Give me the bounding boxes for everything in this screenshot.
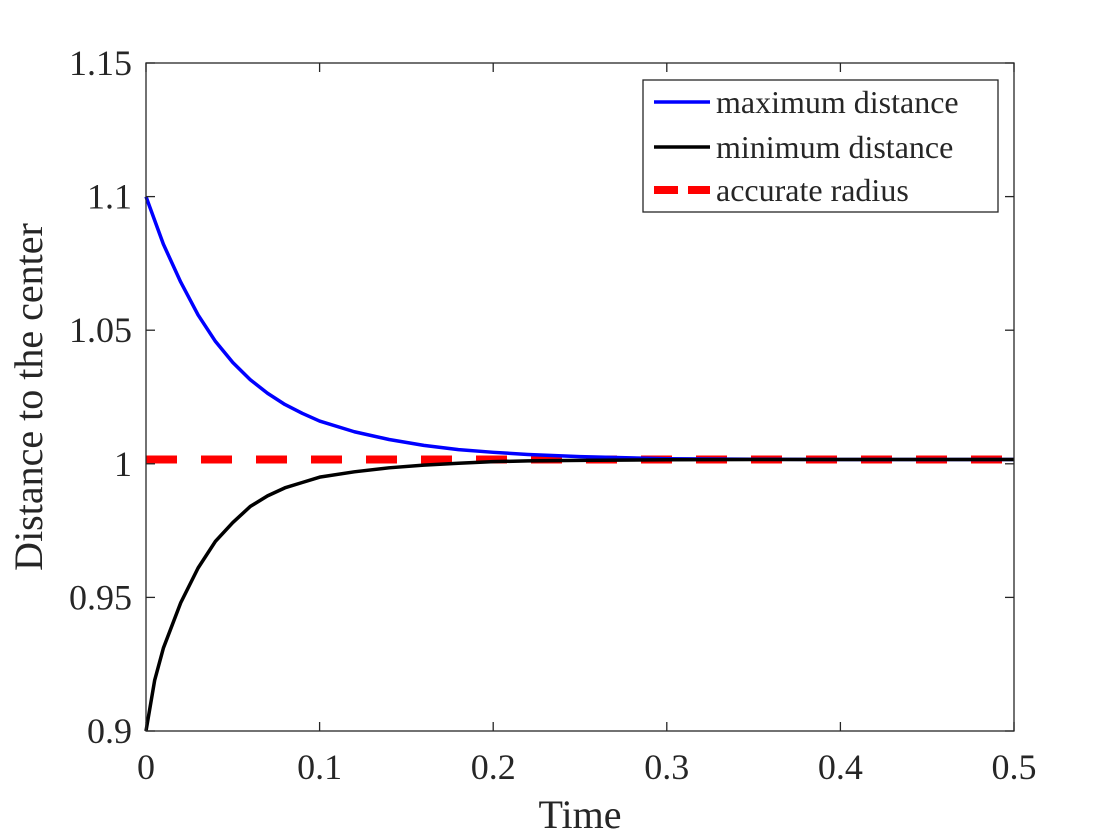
x-tick-label: 0 (137, 747, 155, 787)
x-tick-label: 0.2 (471, 747, 516, 787)
legend-label-minimum-distance: minimum distance (716, 129, 953, 165)
y-tick-label: 1.1 (87, 177, 132, 217)
y-tick-label: 1.15 (69, 43, 132, 83)
legend-label-maximum-distance: maximum distance (716, 84, 959, 120)
x-tick-label: 0.4 (818, 747, 863, 787)
axes-box (145, 62, 1015, 732)
y-axis-label: Distance to the center (6, 223, 51, 571)
series-line-minimum-distance (144, 457, 1014, 732)
x-tick-label: 0.5 (992, 747, 1037, 787)
y-tick-label: 0.95 (69, 577, 132, 617)
legend-label-accurate-radius: accurate radius (716, 172, 909, 208)
x-axis-label: Time (538, 792, 621, 837)
y-tick-label: 1.05 (69, 310, 132, 350)
x-tick-label: 0.1 (297, 747, 342, 787)
y-tick-label: 0.9 (87, 711, 132, 751)
tick-layer: 0 0.1 0.2 0.3 0.4 0.5 0.9 0.95 1 1.05 1.1 1.15 (69, 43, 1037, 787)
y-tick-label: 1 (114, 444, 132, 484)
x-tick-label: 0.3 (644, 747, 689, 787)
series-layer (144, 195, 1014, 732)
legend: maximum distance minimum distance accura… (642, 79, 999, 213)
